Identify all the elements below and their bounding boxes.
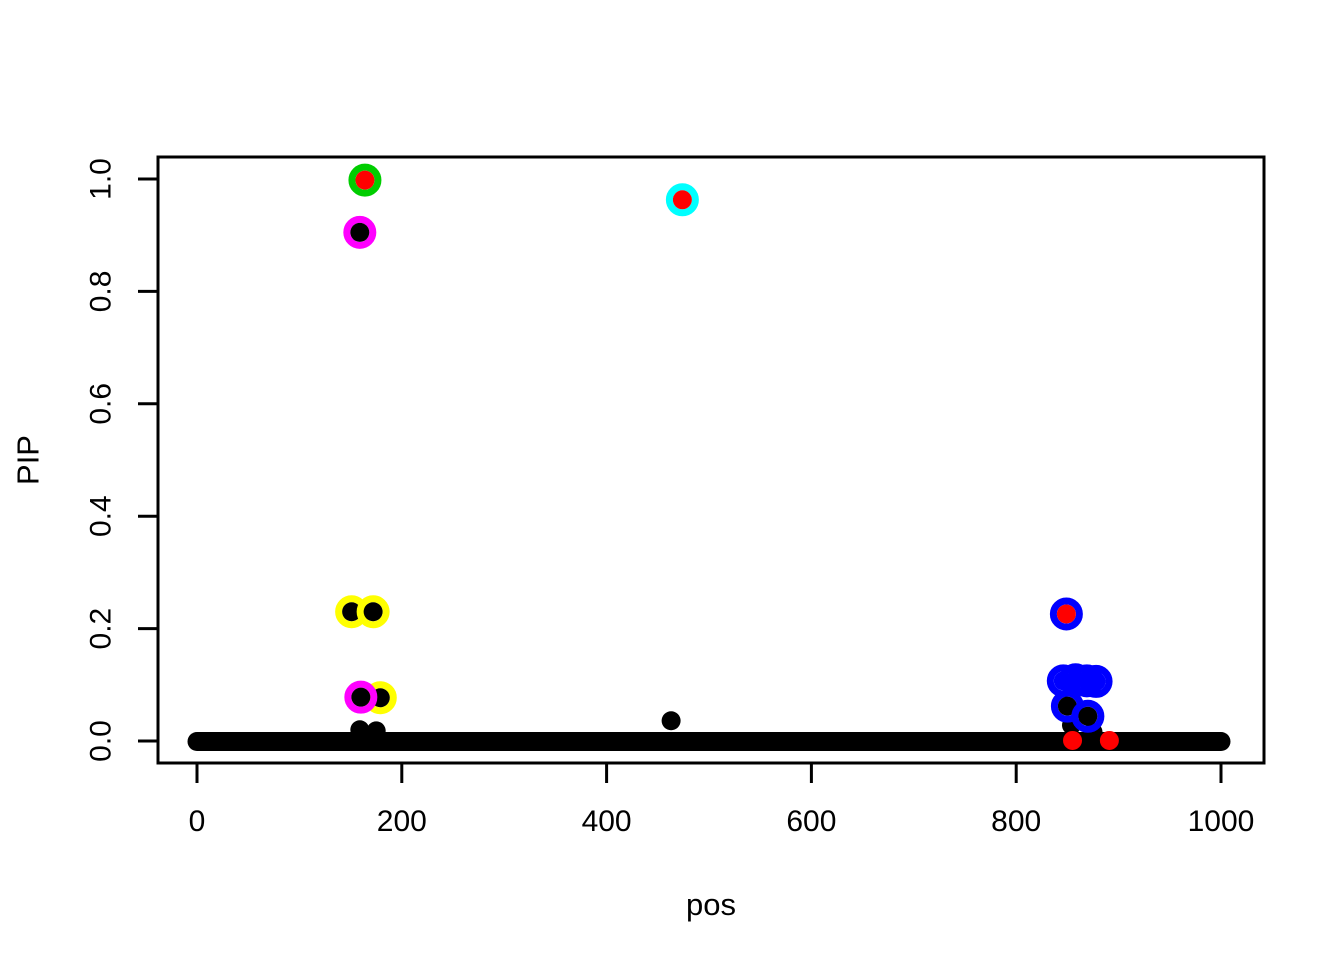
- plot-point: [366, 721, 386, 741]
- y-tick-label: 0.6: [85, 383, 118, 425]
- plot-point: [350, 720, 370, 740]
- y-tick-label: 0.8: [85, 271, 118, 313]
- highlight-ring-magenta: [343, 215, 377, 249]
- plot-point: [350, 222, 370, 242]
- highlight-ring-magenta: [344, 680, 378, 714]
- plot-point: [661, 711, 681, 731]
- plot-point: [1057, 696, 1077, 716]
- plot-point: [1056, 604, 1076, 624]
- y-axis-label: PIP: [10, 435, 46, 485]
- x-tick-label: 0: [189, 805, 206, 838]
- plot-point: [1099, 730, 1119, 750]
- plot-point: [1078, 706, 1098, 726]
- highlight-ring-yellow: [356, 595, 390, 629]
- highlight-ring-green: [348, 163, 382, 197]
- plot-point: [672, 190, 692, 210]
- highlight-ring-blue: [1049, 597, 1083, 631]
- highlight-ring-cyan: [665, 183, 699, 217]
- plot-point: [342, 602, 362, 622]
- y-tick-label: 1.0: [85, 158, 118, 200]
- plot-point: [351, 687, 371, 707]
- x-tick-label: 400: [582, 805, 632, 838]
- plot-point: [363, 602, 383, 622]
- highlight-ring-blue: [1079, 664, 1113, 698]
- y-tick-label: 0.0: [85, 720, 118, 762]
- plot-point: [1063, 730, 1083, 750]
- plot-point: [355, 170, 375, 190]
- plot-point: [1086, 671, 1106, 691]
- x-tick-label: 1000: [1188, 805, 1255, 838]
- y-tick-label: 0.2: [85, 608, 118, 650]
- highlight-ring-blue: [1071, 699, 1105, 733]
- x-axis-label: pos: [686, 887, 736, 922]
- y-tick-label: 0.4: [85, 495, 118, 537]
- plot-box: [156, 155, 1266, 765]
- x-tick-label: 600: [786, 805, 836, 838]
- x-tick-label: 800: [991, 805, 1041, 838]
- x-tick-label: 200: [377, 805, 427, 838]
